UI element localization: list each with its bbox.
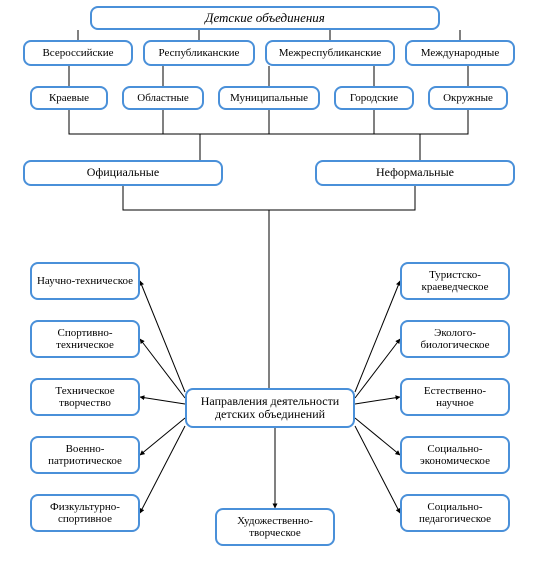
node-r1d: Международные	[405, 40, 515, 66]
node-off: Официальные	[23, 160, 223, 186]
node-L4: Военно-патриотическое	[30, 436, 140, 474]
diagram-root: { "type": "flowchart", "background_color…	[0, 0, 538, 569]
node-L2: Спортивно-техническое	[30, 320, 140, 358]
node-R4: Социально-экономическое	[400, 436, 510, 474]
node-L5: Физкультурно-спортивное	[30, 494, 140, 532]
node-nef: Неформальные	[315, 160, 515, 186]
node-root: Детские объединения	[90, 6, 440, 30]
node-R3: Естественно-научное	[400, 378, 510, 416]
node-L3: Техническое творчество	[30, 378, 140, 416]
node-r2c: Муниципальные	[218, 86, 320, 110]
node-r1a: Всероссийские	[23, 40, 133, 66]
node-hub: Направления деятельности детских объедин…	[185, 388, 355, 428]
node-R1: Туристско-краеведческое	[400, 262, 510, 300]
node-R5: Социально-педагогическое	[400, 494, 510, 532]
node-r2d: Городские	[334, 86, 414, 110]
node-r1b: Республиканские	[143, 40, 255, 66]
node-R2: Эколого-биологическое	[400, 320, 510, 358]
node-r2a: Краевые	[30, 86, 108, 110]
node-B1: Художественно-творческое	[215, 508, 335, 546]
node-r2e: Окружные	[428, 86, 508, 110]
node-r2b: Областные	[122, 86, 204, 110]
node-L1: Научно-техническое	[30, 262, 140, 300]
node-r1c: Межреспубликанские	[265, 40, 395, 66]
